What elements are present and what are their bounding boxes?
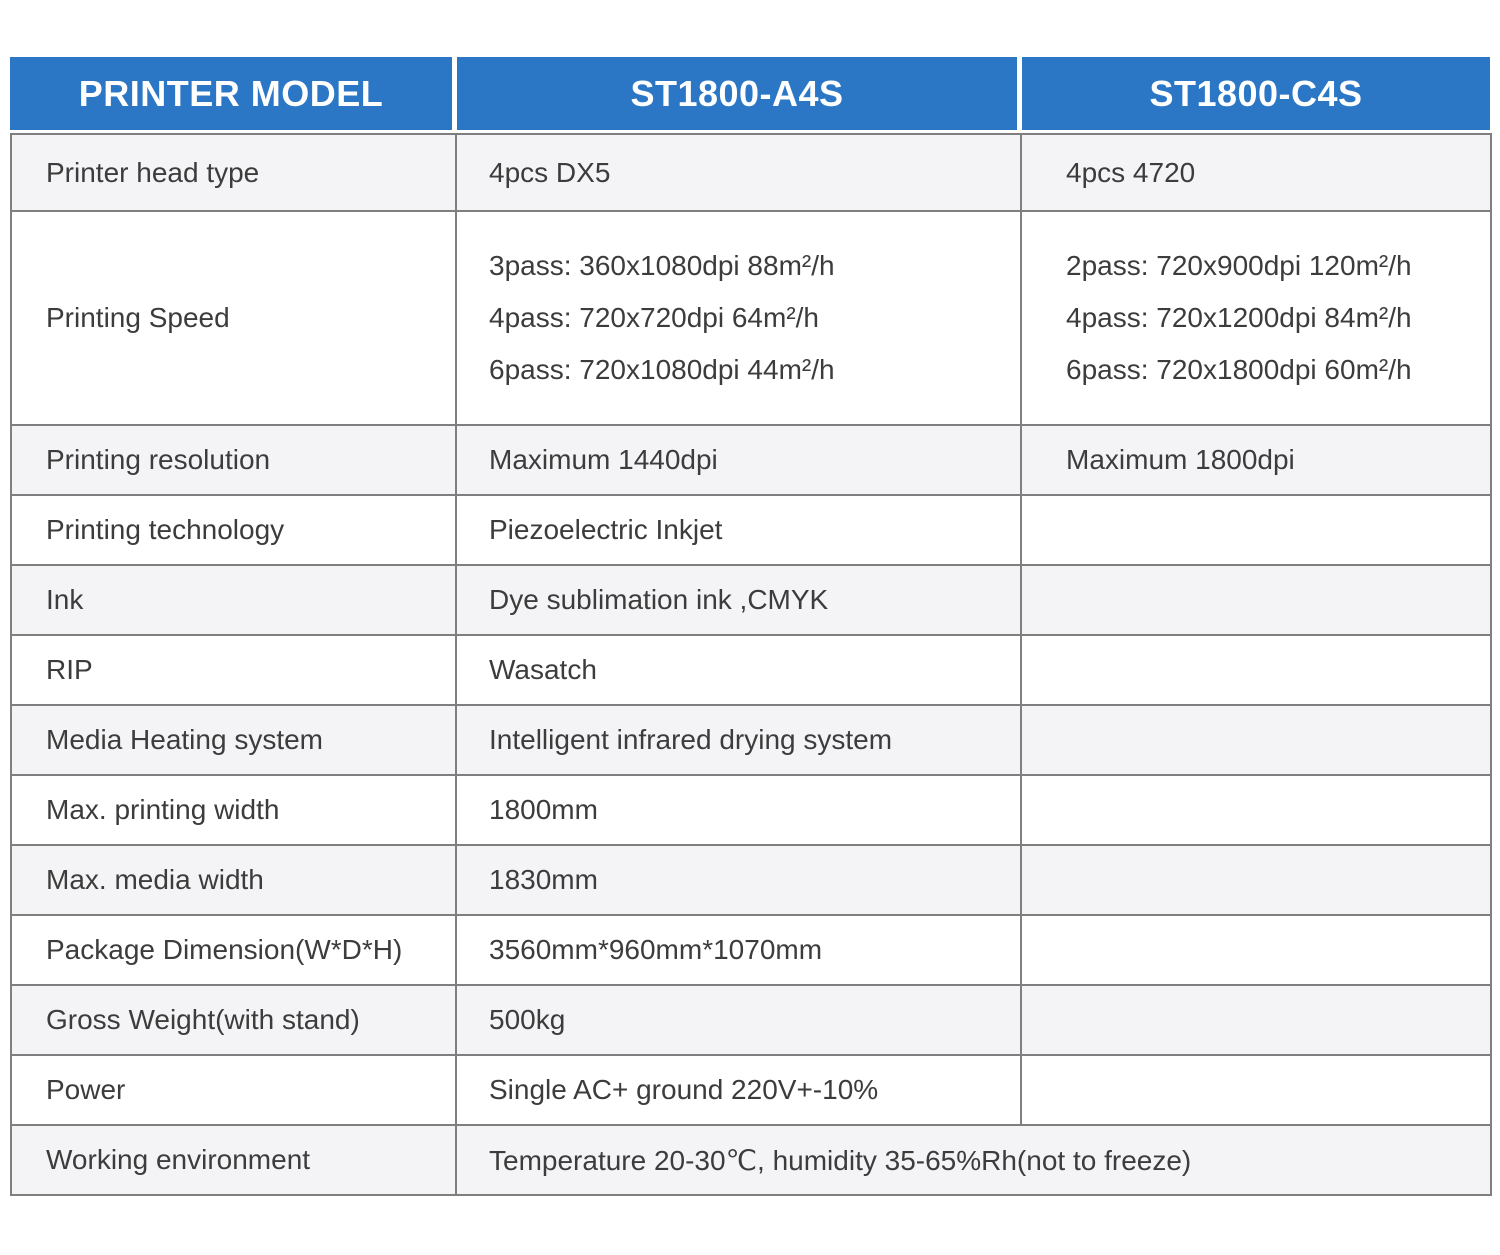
speed-line: 4pass: 720x720dpi 64m²/h bbox=[489, 302, 819, 333]
table-row-media-heating-system: Media Heating system Intelligent infrare… bbox=[10, 704, 1492, 776]
speed-line: 6pass: 720x1800dpi 60m²/h bbox=[1066, 354, 1412, 385]
spec-value-c4s bbox=[1020, 984, 1492, 1056]
spec-value-a4s: 500kg bbox=[455, 984, 1022, 1056]
spec-value-a4s: Intelligent infrared drying system bbox=[455, 704, 1022, 776]
table-row-ink: Ink Dye sublimation ink ,CMYK bbox=[10, 564, 1492, 636]
table-row-package-dimension: Package Dimension(W*D*H) 3560mm*960mm*10… bbox=[10, 914, 1492, 986]
spec-value-merged: Temperature 20-30℃, humidity 35-65%Rh(no… bbox=[455, 1124, 1492, 1196]
spec-value-c4s: 4pcs 4720 bbox=[1020, 133, 1492, 212]
spec-label: Gross Weight(with stand) bbox=[10, 984, 457, 1056]
spec-value-a4s: 1830mm bbox=[455, 844, 1022, 916]
spec-value-c4s bbox=[1020, 844, 1492, 916]
spec-value-c4s bbox=[1020, 774, 1492, 846]
spec-value-a4s: 4pcs DX5 bbox=[455, 133, 1022, 212]
spec-value-a4s: Maximum 1440dpi bbox=[455, 424, 1022, 496]
table-row-printing-technology: Printing technology Piezoelectric Inkjet bbox=[10, 494, 1492, 566]
spec-label: Printing Speed bbox=[10, 210, 457, 426]
spec-label: Package Dimension(W*D*H) bbox=[10, 914, 457, 986]
spec-value-c4s: Maximum 1800dpi bbox=[1020, 424, 1492, 496]
spec-label: Working environment bbox=[10, 1124, 457, 1196]
spec-label: Ink bbox=[10, 564, 457, 636]
table-header-row: PRINTER MODEL ST1800-A4S ST1800-C4S bbox=[10, 57, 1490, 130]
spec-value-a4s: Piezoelectric Inkjet bbox=[455, 494, 1022, 566]
spec-value-a4s: 1800mm bbox=[455, 774, 1022, 846]
spec-value-c4s bbox=[1020, 564, 1492, 636]
table-row-printing-speed: Printing Speed 3pass: 360x1080dpi 88m²/h… bbox=[10, 210, 1492, 426]
spec-value-c4s bbox=[1020, 914, 1492, 986]
spec-value-a4s: Dye sublimation ink ,CMYK bbox=[455, 564, 1022, 636]
table-row-power: Power Single AC+ ground 220V+-10% bbox=[10, 1054, 1492, 1126]
table-row-gross-weight: Gross Weight(with stand) 500kg bbox=[10, 984, 1492, 1056]
header-st1800-a4s: ST1800-A4S bbox=[457, 57, 1017, 130]
header-printer-model: PRINTER MODEL bbox=[10, 57, 452, 130]
spec-label: Max. media width bbox=[10, 844, 457, 916]
spec-label: Printing resolution bbox=[10, 424, 457, 496]
spec-value-c4s bbox=[1020, 704, 1492, 776]
speed-line: 3pass: 360x1080dpi 88m²/h bbox=[489, 250, 835, 281]
spec-value-a4s: 3pass: 360x1080dpi 88m²/h 4pass: 720x720… bbox=[455, 210, 1022, 426]
table-row-printer-head-type: Printer head type 4pcs DX5 4pcs 4720 bbox=[10, 133, 1492, 212]
spec-table-body: Printer head type 4pcs DX5 4pcs 4720 Pri… bbox=[10, 133, 1492, 1196]
table-row-max-media-width: Max. media width 1830mm bbox=[10, 844, 1492, 916]
spec-value-a4s: 3560mm*960mm*1070mm bbox=[455, 914, 1022, 986]
table-row-rip: RIP Wasatch bbox=[10, 634, 1492, 706]
table-row-max-printing-width: Max. printing width 1800mm bbox=[10, 774, 1492, 846]
spec-value-c4s bbox=[1020, 494, 1492, 566]
header-st1800-c4s: ST1800-C4S bbox=[1022, 57, 1490, 130]
spec-value-c4s: 2pass: 720x900dpi 120m²/h 4pass: 720x120… bbox=[1020, 210, 1492, 426]
spec-label: Media Heating system bbox=[10, 704, 457, 776]
spec-label: Power bbox=[10, 1054, 457, 1126]
speed-line: 6pass: 720x1080dpi 44m²/h bbox=[489, 354, 835, 385]
spec-value-c4s bbox=[1020, 634, 1492, 706]
spec-label: RIP bbox=[10, 634, 457, 706]
spec-value-a4s: Wasatch bbox=[455, 634, 1022, 706]
table-row-printing-resolution: Printing resolution Maximum 1440dpi Maxi… bbox=[10, 424, 1492, 496]
speed-line: 2pass: 720x900dpi 120m²/h bbox=[1066, 250, 1412, 281]
table-row-working-environment: Working environment Temperature 20-30℃, … bbox=[10, 1124, 1492, 1196]
spec-label: Printer head type bbox=[10, 133, 457, 212]
spec-value-c4s bbox=[1020, 1054, 1492, 1126]
spec-value-a4s: Single AC+ ground 220V+-10% bbox=[455, 1054, 1022, 1126]
spec-label: Printing technology bbox=[10, 494, 457, 566]
speed-line: 4pass: 720x1200dpi 84m²/h bbox=[1066, 302, 1412, 333]
spec-table: PRINTER MODEL ST1800-A4S ST1800-C4S Prin… bbox=[10, 57, 1492, 1196]
spec-label: Max. printing width bbox=[10, 774, 457, 846]
